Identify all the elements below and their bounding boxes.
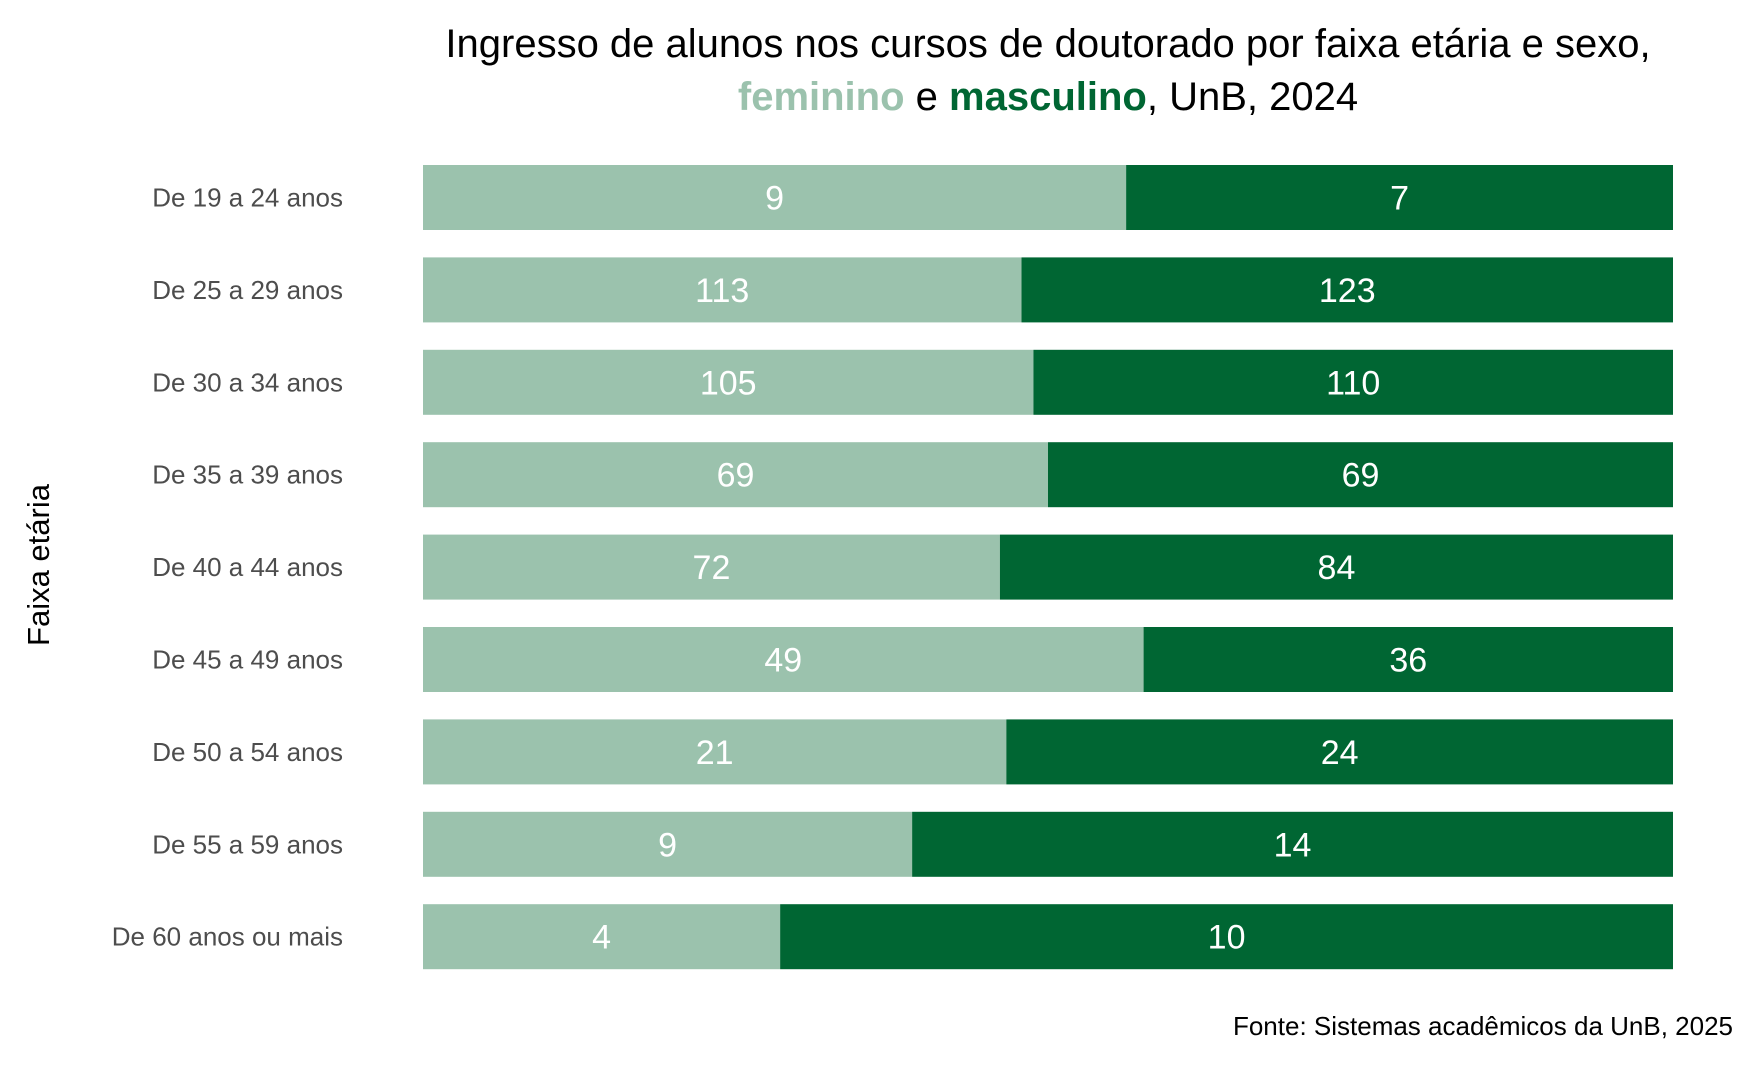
bar-feminino [423, 442, 1048, 508]
plot-area: De 19 a 24 anos 9 7 De 25 a 29 anos 113 123 De… [112, 165, 1673, 970]
bar-feminino [423, 904, 781, 970]
data-label-feminino: 9 [765, 180, 784, 218]
data-label-masculino: 14 [1274, 826, 1312, 864]
y-tick-label: De 60 anos ou mais [112, 922, 343, 952]
data-label-masculino: 84 [1318, 549, 1356, 587]
bar-feminino [423, 811, 913, 877]
bar-masculino [1033, 349, 1673, 415]
data-label-masculino: 123 [1319, 272, 1376, 310]
bar-masculino [1006, 719, 1673, 785]
bar-masculino [1021, 257, 1673, 323]
data-label-masculino: 36 [1389, 642, 1427, 680]
data-label-masculino: 24 [1321, 734, 1359, 772]
y-axis-title: Faixa etária [21, 483, 56, 646]
y-tick-label: De 50 a 54 anos [152, 737, 343, 767]
bar-masculino [780, 904, 1673, 970]
data-label-masculino: 7 [1390, 180, 1409, 218]
chart-title-line-1: Ingresso de alunos nos cursos de doutora… [445, 22, 1650, 66]
y-tick-label: De 40 a 44 anos [152, 552, 343, 582]
chart-title-feminino: feminino [738, 75, 905, 119]
chart-title-conjunction: e [905, 75, 949, 119]
y-tick-label: De 25 a 29 anos [152, 275, 343, 305]
chart-title-line-2: feminino e masculino, UnB, 2024 [738, 75, 1358, 119]
data-label-feminino: 113 [695, 272, 749, 310]
y-tick-label: De 45 a 49 anos [152, 645, 343, 675]
bar-feminino [423, 165, 1127, 230]
bar-feminino [423, 534, 1000, 600]
data-label-feminino: 4 [592, 919, 611, 957]
y-tick-label: De 35 a 39 anos [152, 460, 343, 490]
bar-masculino [1126, 165, 1673, 230]
bar-feminino [423, 719, 1007, 785]
data-label-feminino: 105 [700, 364, 757, 402]
chart-title-masculino: masculino [949, 75, 1147, 119]
bar-masculino [1048, 442, 1673, 508]
bar-masculino [1143, 627, 1673, 692]
data-label-feminino: 69 [717, 457, 755, 495]
bar-feminino [423, 257, 1022, 323]
bar-masculino [999, 534, 1673, 600]
data-label-masculino: 110 [1326, 364, 1380, 402]
bar-feminino [423, 627, 1144, 692]
y-tick-label: De 55 a 59 anos [152, 829, 343, 859]
data-label-masculino: 69 [1342, 457, 1380, 495]
data-label-masculino: 10 [1208, 919, 1246, 957]
data-label-feminino: 72 [693, 549, 731, 587]
y-tick-label: De 19 a 24 anos [152, 183, 343, 213]
y-tick-label: De 30 a 34 anos [152, 367, 343, 397]
bar-feminino [423, 349, 1034, 415]
bar-masculino [912, 811, 1673, 877]
chart-title-suffix: , UnB, 2024 [1147, 75, 1358, 119]
data-label-feminino: 9 [658, 826, 677, 864]
data-label-feminino: 49 [764, 642, 802, 680]
chart-caption: Fonte: Sistemas acadêmicos da UnB, 2025 [1233, 1011, 1733, 1041]
data-label-feminino: 21 [696, 734, 734, 772]
